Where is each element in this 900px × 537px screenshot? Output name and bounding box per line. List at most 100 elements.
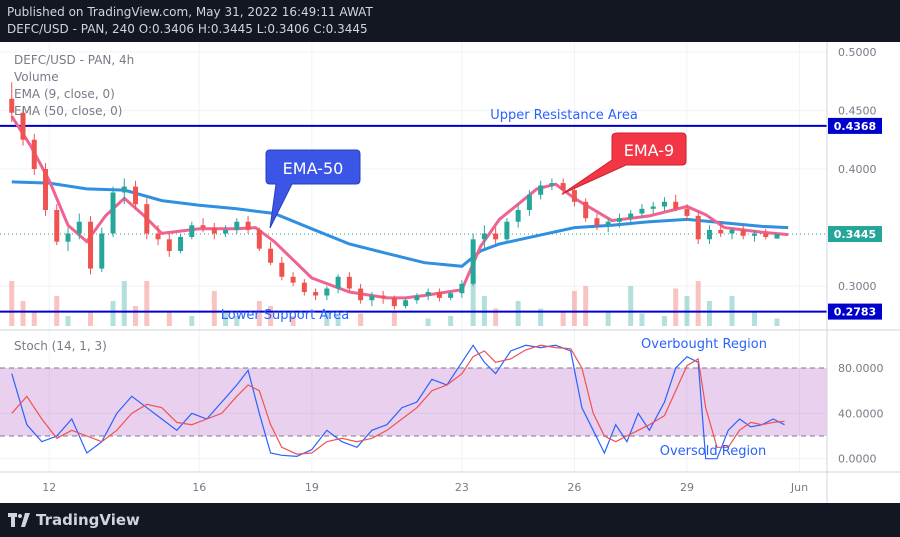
candle-body (560, 183, 566, 191)
upper-level-price-label: 0.4368 (828, 117, 882, 134)
candle-body (133, 186, 139, 205)
candle-body (200, 225, 206, 228)
volume-bar (583, 286, 589, 326)
volume-bar (706, 301, 712, 326)
tradingview-wordmark: TradingView (36, 511, 140, 529)
candle-body (729, 229, 735, 234)
chart-area[interactable]: 0.5000 0.4500 0.4000 0.3000 80.0000 40.0000 0… (0, 42, 900, 503)
volume-bar (290, 316, 296, 326)
candle-body (245, 221, 251, 230)
last-price-label: 0.3445 (828, 226, 882, 243)
volume-bar (335, 316, 341, 326)
volume-bar (110, 301, 116, 326)
candle-body (594, 218, 600, 226)
ema9-line (10, 115, 789, 300)
candle-body (481, 233, 487, 240)
candle-body (571, 190, 577, 202)
tradingview-logo-icon (8, 513, 30, 527)
stoch-tick-label: 40.0000 (838, 407, 884, 420)
candle-body (369, 295, 375, 301)
stoch-band-fill (0, 368, 827, 436)
volume-legend: Volume (14, 70, 59, 84)
stoch-band (0, 367, 827, 437)
candle-body (76, 221, 82, 234)
candle-body (256, 229, 262, 249)
symbol-legend: DEFC/USD - PAN, 4h (14, 53, 134, 67)
volume-bar (144, 281, 150, 326)
volume-bar (189, 316, 195, 326)
brand-footer: TradingView (0, 503, 900, 537)
ema50-callout-text: EMA-50 (283, 159, 344, 178)
candle-body (110, 192, 116, 234)
volume-bar (9, 281, 15, 326)
candle-body (223, 229, 229, 234)
svg-text:0.3445: 0.3445 (834, 228, 876, 241)
stoch-axis-ticks: 80.0000 40.0000 0.0000 (838, 362, 884, 466)
stoch-d-line (11, 344, 785, 455)
candle-body (234, 221, 240, 230)
candle-body (121, 186, 127, 193)
candle-body (335, 276, 341, 289)
lower-support-label: Lower Support Area (221, 308, 350, 323)
stoch-lines (11, 344, 785, 460)
ema50-line (11, 180, 789, 268)
candle-body (189, 225, 195, 237)
overbought-label: Overbought Region (641, 337, 767, 352)
volume-bar (133, 306, 139, 326)
volume-bar (65, 316, 71, 326)
ohlc-line: DEFC/USD - PAN, 240 O:0.3406 H:0.3445 L:… (7, 22, 368, 36)
volume-bar (20, 301, 26, 326)
volume-bar (88, 311, 94, 326)
volume-bar (560, 311, 566, 326)
candle-body (751, 233, 757, 236)
ema50-legend: EMA (50, close, 0) (14, 104, 122, 118)
volume-bar (256, 301, 262, 326)
time-tick-label: 26 (567, 481, 581, 494)
ema9-callout: EMA-9 (561, 132, 687, 195)
candle-body (324, 288, 330, 296)
candle-body (628, 213, 634, 219)
candle-body (99, 233, 105, 269)
candle-body (20, 112, 26, 140)
volume-bar (515, 301, 521, 326)
tradingview-logo: TradingView (8, 511, 140, 529)
candle-body (470, 239, 476, 284)
volume-bar (425, 318, 431, 326)
candle-body (538, 185, 544, 195)
svg-text:0.4368: 0.4368 (834, 120, 876, 133)
oversold-label: Oversold Region (660, 444, 767, 459)
candle-body (144, 204, 150, 234)
candle-body (639, 208, 645, 214)
candle-body (403, 300, 409, 307)
volume-bar (661, 316, 667, 326)
grid (0, 42, 827, 472)
candle-body (448, 293, 454, 298)
candle-body (301, 282, 307, 293)
candle-body (459, 283, 465, 294)
candle-body (605, 221, 611, 226)
candle-body (54, 210, 60, 242)
volume-bar (538, 308, 544, 326)
candle-body (414, 295, 420, 301)
candle-body (493, 233, 499, 240)
volume-bar (571, 291, 577, 326)
candle-body (178, 236, 184, 252)
volume-bar (324, 311, 330, 326)
candle-body (380, 295, 386, 298)
volume-bar (391, 311, 397, 326)
price-tick-label: 0.4500 (838, 104, 877, 117)
volume-bar (695, 281, 701, 326)
stoch-legend: Stoch (14, 1, 3) (14, 339, 107, 353)
time-tick-label: 29 (680, 481, 694, 494)
published-line: Published on TradingView.com, May 31, 20… (7, 5, 373, 19)
candle-body (706, 229, 712, 240)
volume-bar (470, 276, 476, 326)
volume-bar (751, 311, 757, 326)
candle-body (166, 239, 172, 252)
time-tick-label: 19 (305, 481, 319, 494)
candle-body (43, 169, 49, 211)
volume-bar (493, 308, 499, 326)
volume-bar (358, 313, 364, 326)
candle-body (774, 234, 780, 239)
ema-lines (10, 115, 789, 300)
